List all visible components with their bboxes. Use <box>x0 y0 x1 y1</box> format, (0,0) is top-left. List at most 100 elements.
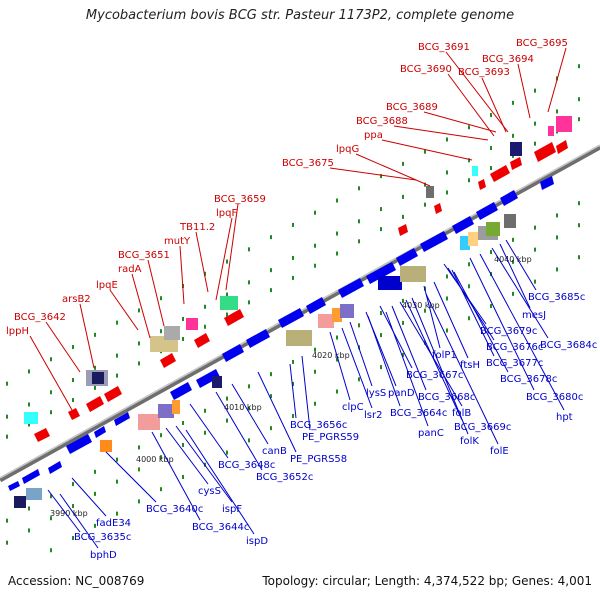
track-dot <box>160 296 162 301</box>
gene-arrow <box>68 408 80 420</box>
track-dot <box>490 166 492 171</box>
gene-box <box>332 308 342 322</box>
label-leader-forward <box>355 153 431 187</box>
gene-box <box>164 326 180 340</box>
track-dot <box>248 300 250 305</box>
label-leader-reverse <box>329 331 351 401</box>
gene-box <box>220 296 238 310</box>
track-dot <box>182 420 184 425</box>
label-leader-reverse <box>289 363 297 419</box>
track-dot <box>314 347 316 352</box>
label-leader-reverse <box>71 477 107 517</box>
label-leader-reverse <box>411 297 469 435</box>
label-leader-forward <box>195 231 209 293</box>
gene-label-forward: BCG_3695 <box>516 38 568 49</box>
track-dot <box>50 494 52 499</box>
gene-label-reverse: BCG_3652c <box>256 472 313 483</box>
gene-label-forward: BCG_3691 <box>418 42 470 53</box>
label-leader-reverse <box>175 425 233 503</box>
gene-box <box>138 414 160 430</box>
track-dot <box>226 292 228 297</box>
track-dot <box>314 263 316 268</box>
gene-label-reverse: clpC <box>342 402 364 413</box>
gene-arrow <box>224 309 244 326</box>
track-dot <box>314 210 316 215</box>
label-leader-reverse <box>105 451 157 503</box>
track-dot <box>380 174 382 179</box>
label-leader-forward <box>225 203 239 291</box>
label-leader-forward <box>147 259 165 327</box>
track-dot <box>94 332 96 337</box>
gene-label-reverse: BCG_3664c <box>390 408 447 419</box>
kbp-tick-label: 4000 kbp <box>136 455 174 464</box>
gene-label-forward: BCG_3693 <box>458 67 510 78</box>
kbp-tick-label: 4010 kbp <box>224 403 262 412</box>
track-dot <box>380 227 382 232</box>
track-dot <box>402 320 404 325</box>
label-leader-forward <box>393 125 489 141</box>
gene-arrow <box>338 278 364 298</box>
gene-box <box>158 404 174 418</box>
track-dot <box>182 474 184 479</box>
track-dot <box>578 117 580 122</box>
track-dot <box>358 219 360 224</box>
track-dot <box>336 335 338 340</box>
gene-box <box>212 376 222 388</box>
gene-arrow <box>94 426 106 438</box>
track-dot <box>204 430 206 435</box>
genome-stats-text: Topology: circular; Length: 4,374,522 bp… <box>262 574 592 588</box>
track-dot <box>204 324 206 329</box>
label-leader-reverse <box>367 315 401 407</box>
track-dot <box>116 511 118 516</box>
track-dot <box>270 372 272 377</box>
gene-label-reverse: canB <box>262 446 287 457</box>
kbp-tick-label: 4020 kbp <box>312 351 350 360</box>
track-dot <box>512 133 514 138</box>
label-leader-reverse <box>341 327 373 409</box>
label-leader-forward <box>381 139 473 161</box>
track-dot <box>556 213 558 218</box>
track-dot <box>490 250 492 255</box>
track-dot <box>446 296 448 301</box>
track-dot <box>50 357 52 362</box>
gene-label-reverse: PE_PGRS59 <box>302 432 359 443</box>
track-dot <box>534 88 536 93</box>
gene-label-reverse: hpt <box>556 412 573 423</box>
track-dot <box>578 223 580 228</box>
gene-label-forward: TB11.2 <box>179 222 215 233</box>
track-dot <box>424 202 426 207</box>
gene-arrow <box>366 262 396 284</box>
track-dot <box>116 320 118 325</box>
gene-arrow <box>490 165 510 182</box>
gene-label-reverse: bphD <box>90 550 117 561</box>
track-dot <box>50 410 52 415</box>
track-dot <box>270 426 272 431</box>
track-dot <box>468 284 470 289</box>
gene-box <box>92 372 104 384</box>
label-leader-forward <box>131 273 151 339</box>
track-dot <box>160 455 162 460</box>
label-leader-reverse <box>405 299 463 421</box>
track-dot <box>204 408 206 413</box>
gene-label-forward: BCG_3690 <box>400 64 452 75</box>
track-dot <box>424 182 426 187</box>
gene-label-forward: BCG_3689 <box>386 102 438 113</box>
gene-label-reverse: BCG_3667c <box>406 370 463 381</box>
track-dot <box>160 487 162 492</box>
track-dot <box>380 333 382 338</box>
gene-label-forward: radA <box>118 264 142 275</box>
gene-box <box>548 126 554 136</box>
gene-box <box>340 304 354 318</box>
gene-box <box>460 236 470 250</box>
track-dot <box>292 255 294 260</box>
track-dot <box>358 239 360 244</box>
track-dot <box>490 304 492 309</box>
gene-label-reverse: BCG_3668c <box>418 392 475 403</box>
track-dot <box>424 340 426 345</box>
track-dot <box>6 540 8 545</box>
track-dot <box>248 438 250 443</box>
track-dot <box>336 389 338 394</box>
track-dot <box>226 312 228 317</box>
forward-strand-genes <box>24 116 572 442</box>
